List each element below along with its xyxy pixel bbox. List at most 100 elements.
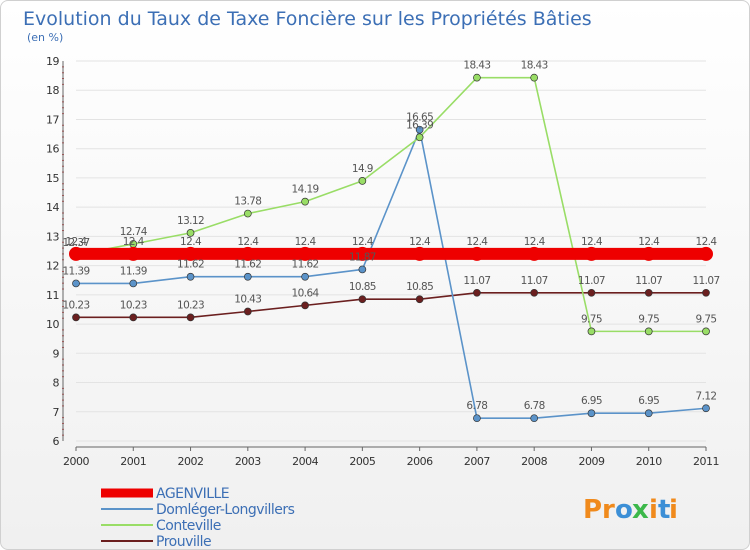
y-tick-label: 17 — [46, 113, 59, 126]
data-point — [186, 272, 195, 281]
data-point — [298, 246, 313, 261]
data-point — [527, 246, 542, 261]
data-label: 16.65 — [406, 112, 433, 124]
data-label: 6.95 — [638, 395, 659, 407]
x-tick-label: 2009 — [578, 455, 604, 468]
logo-letter: r — [602, 495, 615, 525]
series-doml-ger-longvillers — [72, 125, 710, 423]
data-label: 12.4 — [696, 236, 718, 248]
x-tick-label: 2007 — [464, 455, 490, 468]
series-layer — [69, 73, 713, 423]
data-point — [129, 279, 138, 288]
data-point — [358, 265, 367, 274]
data-point — [530, 73, 539, 82]
data-label: 12.74 — [120, 226, 148, 238]
data-point — [702, 327, 710, 336]
data-label: 12.4 — [409, 236, 431, 248]
logo-letter: P — [583, 495, 602, 525]
data-point — [530, 414, 539, 423]
data-point — [644, 288, 653, 297]
data-point — [415, 295, 424, 304]
data-point — [415, 125, 424, 134]
logo-letter: t — [658, 495, 670, 525]
data-point — [473, 73, 481, 82]
data-point — [358, 176, 367, 185]
data-point — [644, 327, 653, 336]
legend-label: Domléger-Longvillers — [156, 502, 295, 518]
x-tick-label: 2004 — [292, 455, 318, 468]
data-point — [301, 197, 309, 206]
y-tick-label: 9 — [53, 347, 60, 360]
data-label: 7.12 — [696, 390, 717, 402]
data-label: 12.4 — [581, 236, 603, 248]
data-point — [243, 307, 252, 316]
data-label: 11.87 — [349, 251, 376, 263]
logo-letter: o — [615, 495, 633, 525]
x-tick-label: 2011 — [693, 455, 719, 468]
y-tick-label: 10 — [46, 318, 59, 331]
y-tick-label: 11 — [46, 289, 59, 302]
data-point — [72, 313, 80, 322]
series-agenville — [69, 246, 713, 261]
data-label: 6.78 — [524, 400, 545, 412]
y-tick-label: 16 — [46, 143, 59, 156]
legend-label: Prouville — [156, 534, 211, 549]
legend-label: Conteville — [156, 518, 221, 534]
data-point — [473, 414, 481, 423]
data-label: 14.19 — [292, 184, 319, 196]
data-point — [358, 295, 367, 304]
data-label: 18.43 — [521, 60, 548, 72]
y-tick-label: 7 — [53, 406, 60, 419]
data-label: 11.07 — [463, 275, 490, 287]
data-point — [243, 209, 252, 218]
data-point — [355, 246, 370, 261]
data-label: 11.07 — [578, 275, 605, 287]
data-label: 10.43 — [234, 294, 261, 306]
chart-subtitle: (en %) — [27, 31, 63, 44]
x-tick-label: 2005 — [349, 455, 375, 468]
data-label: 10.85 — [349, 281, 376, 293]
series-line — [75, 76, 706, 333]
x-tick-label: 2008 — [521, 455, 547, 468]
y-tick-label: 6 — [53, 435, 60, 448]
data-point — [243, 272, 252, 281]
data-label: 12.4 — [524, 236, 546, 248]
data-label: 10.23 — [62, 299, 89, 311]
data-point — [129, 313, 138, 322]
data-label: 11.39 — [120, 265, 147, 277]
data-point — [412, 246, 427, 261]
x-tick-label: 2006 — [407, 455, 433, 468]
data-label: 14.9 — [352, 163, 373, 175]
data-point — [186, 313, 195, 322]
data-point — [644, 409, 653, 418]
y-tick-label: 8 — [53, 377, 60, 390]
data-point — [587, 409, 596, 418]
data-label: 16.39 — [406, 119, 433, 131]
data-point — [702, 288, 710, 297]
y-tick-label: 12 — [46, 260, 59, 273]
data-label: 9.75 — [696, 313, 717, 325]
data-label: 9.75 — [638, 313, 659, 325]
data-point — [415, 133, 424, 142]
y-tick-label: 13 — [46, 230, 59, 243]
data-point — [699, 246, 713, 261]
data-label: 11.62 — [292, 259, 319, 271]
data-label: 12.4 — [237, 236, 259, 248]
data-label: 12.4 — [638, 236, 660, 248]
data-point — [584, 246, 599, 261]
data-label: 10.23 — [120, 299, 147, 311]
data-point — [473, 288, 481, 297]
data-label: 6.78 — [466, 400, 487, 412]
data-point — [469, 246, 484, 261]
series-line — [76, 291, 706, 319]
logo-letter: i — [649, 495, 658, 525]
data-label: 11.39 — [62, 265, 89, 277]
data-label: 10.85 — [406, 281, 433, 293]
y-tick-label: 14 — [46, 201, 59, 214]
data-label: 13.12 — [177, 215, 204, 227]
logo-letter: i — [669, 495, 678, 525]
data-label: 12.37 — [62, 237, 89, 249]
series-line — [76, 128, 707, 420]
